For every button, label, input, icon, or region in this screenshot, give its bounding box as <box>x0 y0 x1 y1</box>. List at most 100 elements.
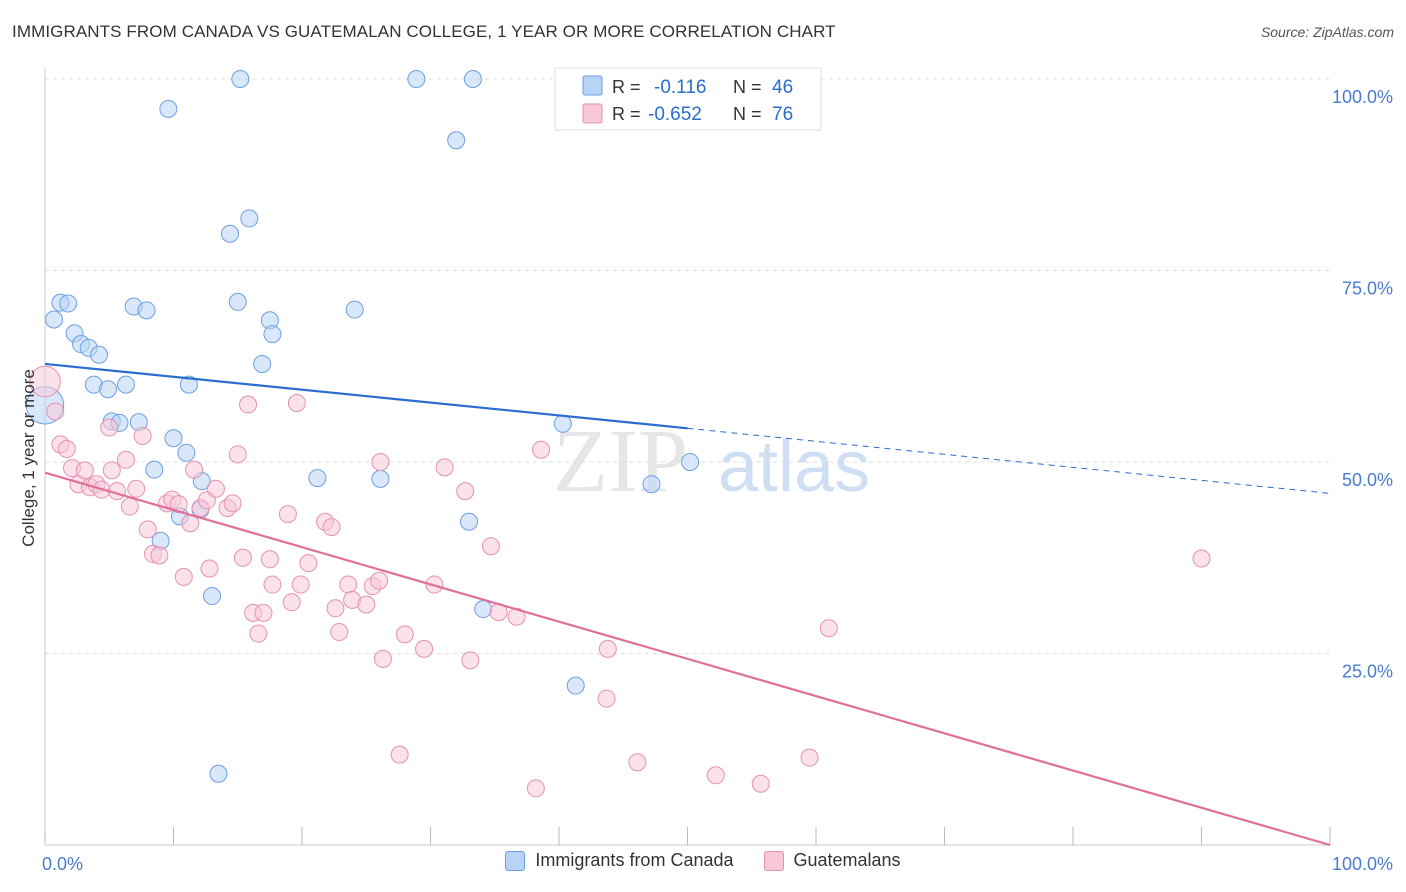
canada-trend-extension <box>687 427 1331 494</box>
canada-point <box>164 429 183 448</box>
stats-r-label-1: R = <box>612 77 641 97</box>
stats-swatch-blue <box>582 75 603 96</box>
guatemalan-point <box>751 774 770 793</box>
stats-r-value-2: -0.652 <box>648 104 702 125</box>
canada-point <box>221 224 240 243</box>
canada-point <box>460 512 479 531</box>
canada-point <box>231 70 250 88</box>
tick-labels: 100.0% 75.0% 50.0% 25.0% 0.0% 100.0% <box>42 87 1393 874</box>
canada-point <box>474 600 493 619</box>
guatemalan-point <box>150 546 169 565</box>
guatemalan-point <box>339 575 358 594</box>
canada-point <box>89 345 108 364</box>
stats-r-label-2: R = <box>612 104 641 124</box>
guatemalan-point <box>481 537 500 556</box>
guatemalan-point <box>456 482 475 501</box>
stats-n-value-1: 46 <box>772 77 793 98</box>
guatemalan-point <box>127 479 146 498</box>
canada-point <box>240 209 259 228</box>
guatemalan-point <box>278 505 297 524</box>
guatemalan-point <box>532 440 551 459</box>
canada-point <box>447 131 466 150</box>
chart-title: IMMIGRANTS FROM CANADA VS GUATEMALAN COL… <box>12 22 836 41</box>
canada-point <box>345 300 364 319</box>
legend-swatch-blue <box>505 850 526 871</box>
canada-trend-line <box>44 362 688 430</box>
guatemalan-point <box>326 599 345 618</box>
guatemalan-point <box>57 439 76 458</box>
canada-point <box>566 676 585 695</box>
guatemalan-point <box>597 689 616 708</box>
guatemalan-point <box>169 495 188 514</box>
guatemalan-point <box>138 520 157 539</box>
guatemalan-point <box>260 550 279 569</box>
axes <box>44 68 1331 846</box>
guatemalan-point <box>330 623 349 642</box>
legend-label-canada: Immigrants from Canada <box>535 850 734 870</box>
canada-point <box>179 375 198 394</box>
guatemalan-point <box>116 450 135 469</box>
guatemalan-point <box>133 426 152 445</box>
guatemalan-point <box>282 593 301 612</box>
canada-point <box>145 460 164 479</box>
guatemalan-point <box>249 624 268 643</box>
guatemalan-trend-line <box>44 471 1331 847</box>
guatemalan-point <box>100 418 119 437</box>
guatemalan-point <box>357 595 376 614</box>
guatemalan-point <box>239 395 258 414</box>
guatemalan-point <box>299 554 318 573</box>
canada-point <box>203 587 222 606</box>
guatemalan-point <box>373 649 392 668</box>
canada-point <box>253 354 272 373</box>
canada-point <box>407 70 426 88</box>
guatemalan-point <box>395 625 414 644</box>
canada-point <box>681 453 700 471</box>
canada-point <box>228 292 247 311</box>
guatemalan-point <box>228 445 247 464</box>
y-axis-label: College, 1 year or more <box>19 369 38 547</box>
guatemalan-point <box>526 779 545 798</box>
guatemalan-point <box>322 518 341 537</box>
guatemalan-point <box>46 402 65 421</box>
canada-point <box>463 70 482 88</box>
guatemalan-point <box>461 651 480 670</box>
y-tick-label: 25.0% <box>1342 662 1393 682</box>
guatemalan-point <box>75 461 94 480</box>
y-tick-label: 75.0% <box>1342 279 1393 299</box>
guatemalan-point <box>102 461 121 480</box>
canada-point <box>137 301 156 320</box>
guatemalan-point <box>174 567 193 586</box>
legend-item-guatemalans[interactable]: Guatemalans <box>763 850 901 871</box>
guatemalan-point <box>371 453 390 471</box>
stats-n-value-2: 76 <box>772 104 793 125</box>
guatemalan-point <box>287 394 306 413</box>
canada-point <box>98 380 117 399</box>
guatemalan-point <box>254 603 273 622</box>
guatemalan-point <box>263 575 282 594</box>
canada-point <box>308 469 327 488</box>
legend-swatch-pink <box>763 850 784 871</box>
gridlines <box>45 78 1330 654</box>
x-tick-label: 100.0% <box>1332 854 1393 874</box>
guatemalan-point <box>598 639 617 658</box>
guatemalan-point <box>29 365 61 398</box>
guatemalan-point <box>628 753 647 772</box>
guatemalan-point <box>223 494 242 513</box>
guatemalan-point <box>120 497 139 516</box>
stats-legend: R = -0.116 N = 46 R = -0.652 N = 76 <box>554 67 822 131</box>
guatemalan-point <box>370 571 389 590</box>
canada-point <box>209 764 228 783</box>
canada-point <box>263 325 282 344</box>
source-label: Source: ZipAtlas.com <box>1260 24 1394 40</box>
stats-n-label-1: N = <box>733 77 762 97</box>
canada-point <box>159 99 178 118</box>
guatemalan-point <box>206 479 225 498</box>
legend-label-guatemalans: Guatemalans <box>793 850 901 870</box>
guatemalan-point <box>185 460 204 479</box>
canada-point <box>642 475 661 494</box>
guatemalan-point <box>200 559 219 578</box>
legend-item-canada[interactable]: Immigrants from Canada <box>505 850 734 871</box>
canada-point <box>371 469 390 488</box>
guatemalan-point <box>233 548 252 567</box>
